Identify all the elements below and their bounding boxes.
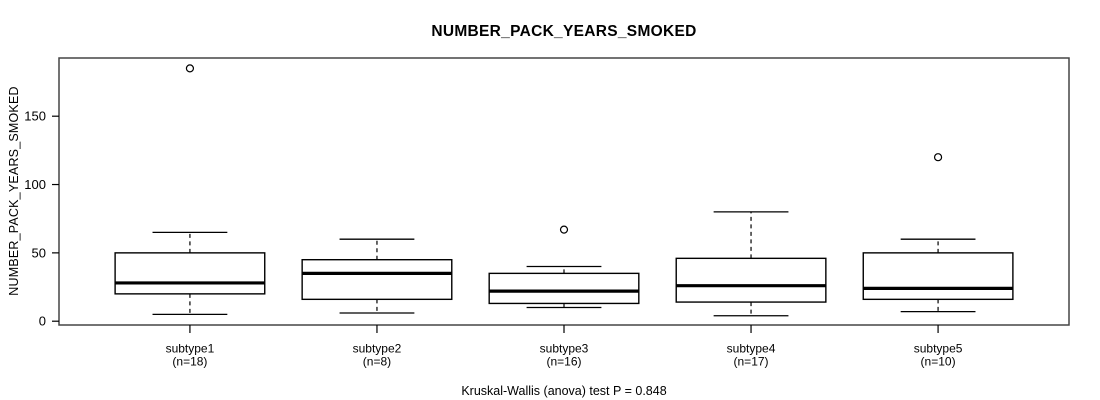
- x-tick-label: subtype5: [914, 342, 963, 356]
- iqr-box: [301, 258, 453, 301]
- x-tick-label: subtype3: [540, 342, 589, 356]
- boxplot-subtype3: subtype3(n=16): [488, 225, 640, 369]
- boxplot-subtype4: subtype4(n=17): [675, 211, 827, 369]
- boxplot-subtype5: subtype5(n=10): [862, 153, 1014, 369]
- x-tick-label: subtype4: [727, 342, 776, 356]
- outlier-point: [559, 225, 569, 234]
- iqr-box: [862, 252, 1014, 301]
- y-tick-label: 100: [24, 177, 46, 192]
- iqr-box: [675, 257, 827, 303]
- x-sample-size-label: (n=16): [546, 355, 581, 369]
- x-tick-label: subtype1: [166, 342, 215, 356]
- boxplot-subtype1: subtype1(n=18): [114, 64, 266, 369]
- x-sample-size-label: (n=10): [921, 355, 956, 369]
- chart-title: NUMBER_PACK_YEARS_SMOKED: [431, 23, 697, 40]
- y-tick-label: 0: [39, 314, 46, 329]
- x-tick-label: subtype2: [353, 342, 402, 356]
- y-tick-label: 50: [32, 245, 46, 260]
- x-sample-size-label: (n=17): [734, 355, 769, 369]
- iqr-box: [114, 252, 266, 295]
- boxplot-subtype2: subtype2(n=8): [301, 238, 453, 369]
- stat-test-caption: Kruskal-Wallis (anova) test P = 0.848: [461, 384, 667, 398]
- outlier-point: [933, 153, 943, 162]
- iqr-box: [488, 272, 640, 305]
- x-sample-size-label: (n=18): [172, 355, 207, 369]
- x-sample-size-label: (n=8): [363, 355, 391, 369]
- outlier-point: [185, 64, 195, 73]
- y-tick-label: 150: [24, 109, 46, 124]
